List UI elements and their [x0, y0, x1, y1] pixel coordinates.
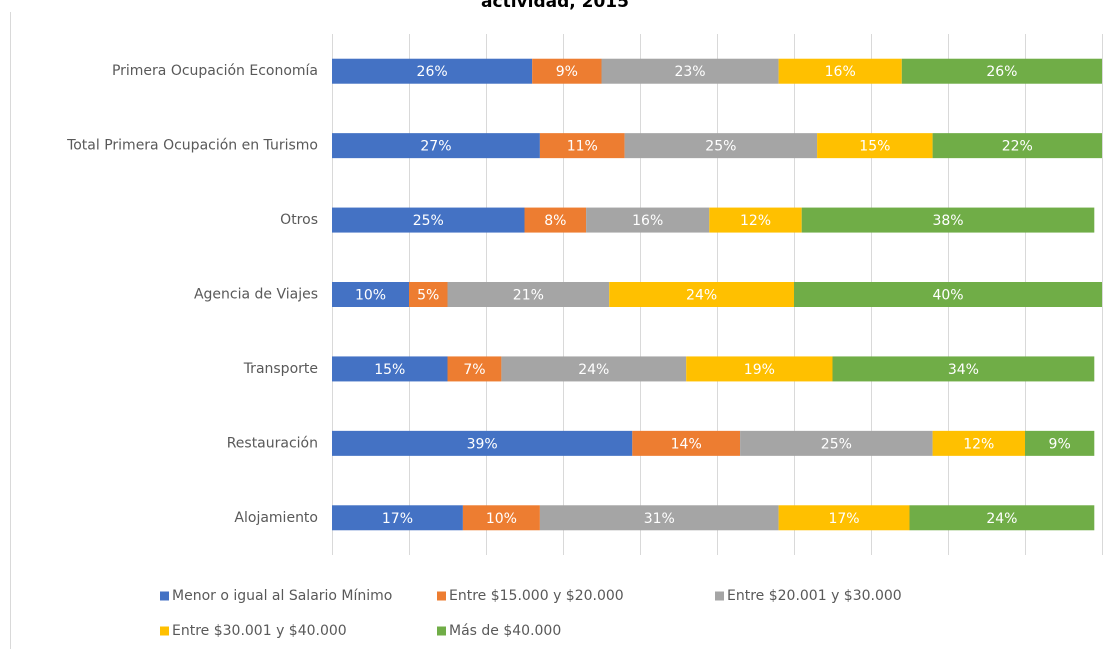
y-tick-label: Alojamiento	[234, 510, 318, 526]
bar-segment	[932, 430, 1025, 456]
legend-swatch	[437, 591, 446, 601]
value-label: 17%	[828, 511, 859, 527]
value-label: 31%	[644, 511, 675, 527]
bar-segment	[447, 356, 502, 382]
value-label: 9%	[556, 64, 578, 80]
bar-segment	[709, 207, 802, 233]
value-label: 25%	[821, 436, 852, 452]
value-label: 25%	[705, 139, 736, 155]
bar-segment	[332, 282, 409, 307]
bar-segment	[601, 58, 779, 84]
bar-segment	[932, 133, 1102, 159]
legend-label: Entre $20.001 y $30.000	[727, 588, 902, 604]
value-label: 22%	[1002, 139, 1033, 155]
value-label: 21%	[513, 288, 544, 304]
value-label: 38%	[932, 213, 963, 229]
value-label: 27%	[420, 139, 451, 155]
y-tick-label: Agencia de Viajes	[194, 287, 318, 303]
y-tick-label: Otros	[280, 212, 318, 228]
bar-segment	[586, 207, 710, 233]
bar-segment	[686, 356, 833, 382]
bar-segment	[332, 505, 463, 531]
bar-segment	[332, 356, 448, 382]
bar-segment	[462, 505, 540, 531]
value-label: 24%	[578, 362, 609, 378]
bar-segment	[332, 207, 525, 233]
bar-segment	[539, 505, 779, 531]
legend-label: Entre $30.001 y $40.000	[172, 623, 347, 639]
bar-segment	[778, 58, 902, 84]
bar-segment	[794, 282, 1102, 307]
bar-segment	[447, 282, 610, 307]
bar-segment	[817, 133, 933, 159]
y-tick-label: Restauración	[227, 435, 318, 451]
value-label: 17%	[382, 511, 413, 527]
bar-segment	[524, 207, 587, 233]
bar-segment	[632, 430, 741, 456]
value-label: 16%	[825, 64, 856, 80]
bar-segment	[624, 133, 818, 159]
value-label: 7%	[463, 362, 485, 378]
value-label: 15%	[859, 139, 890, 155]
y-tick-label: Total Primera Ocupación en Turismo	[66, 138, 318, 154]
value-label: 39%	[467, 436, 498, 452]
bar-segment	[901, 58, 1102, 84]
value-label: 24%	[686, 288, 717, 304]
bar-segment	[332, 133, 540, 159]
legend-swatch	[160, 626, 169, 636]
legend-swatch	[715, 591, 724, 601]
value-label: 16%	[632, 213, 663, 229]
bar-segment	[539, 133, 625, 159]
chart-title: actividad, 2015	[481, 0, 629, 12]
bar-segment	[609, 282, 794, 307]
legend-label: Menor o igual al Salario Mínimo	[172, 588, 392, 604]
bar-segment	[532, 58, 602, 84]
bar-segment	[332, 58, 533, 84]
value-label: 14%	[671, 436, 702, 452]
value-label: 12%	[963, 436, 994, 452]
bar-segment	[909, 505, 1095, 531]
bar-segment	[1025, 430, 1095, 456]
value-label: 25%	[413, 213, 444, 229]
bar-segment	[778, 505, 910, 531]
legend-label: Entre $15.000 y $20.000	[449, 588, 624, 604]
value-label: 11%	[567, 139, 598, 155]
bar-segment	[332, 430, 633, 456]
value-label: 19%	[744, 362, 775, 378]
value-label: 8%	[544, 213, 566, 229]
value-label: 23%	[674, 64, 705, 80]
value-label: 24%	[986, 511, 1017, 527]
legend-label: Más de $40.000	[449, 623, 561, 639]
value-label: 34%	[948, 362, 979, 378]
value-label: 12%	[740, 213, 771, 229]
value-label: 40%	[932, 288, 963, 304]
value-label: 10%	[486, 511, 517, 527]
y-tick-label: Transporte	[243, 361, 318, 377]
bar-segment	[501, 356, 687, 382]
value-label: 5%	[417, 288, 439, 304]
legend-swatch	[437, 626, 446, 636]
bar-segment	[801, 207, 1095, 233]
bar-segment	[832, 356, 1095, 382]
value-label: 9%	[1049, 436, 1071, 452]
value-label: 10%	[355, 288, 386, 304]
value-label: 15%	[374, 362, 405, 378]
value-label: 26%	[986, 64, 1017, 80]
bar-segment	[409, 282, 448, 307]
legend-swatch	[160, 591, 169, 601]
y-tick-label: Primera Ocupación Economía	[112, 63, 318, 79]
bar-segment	[740, 430, 933, 456]
value-label: 26%	[417, 64, 448, 80]
